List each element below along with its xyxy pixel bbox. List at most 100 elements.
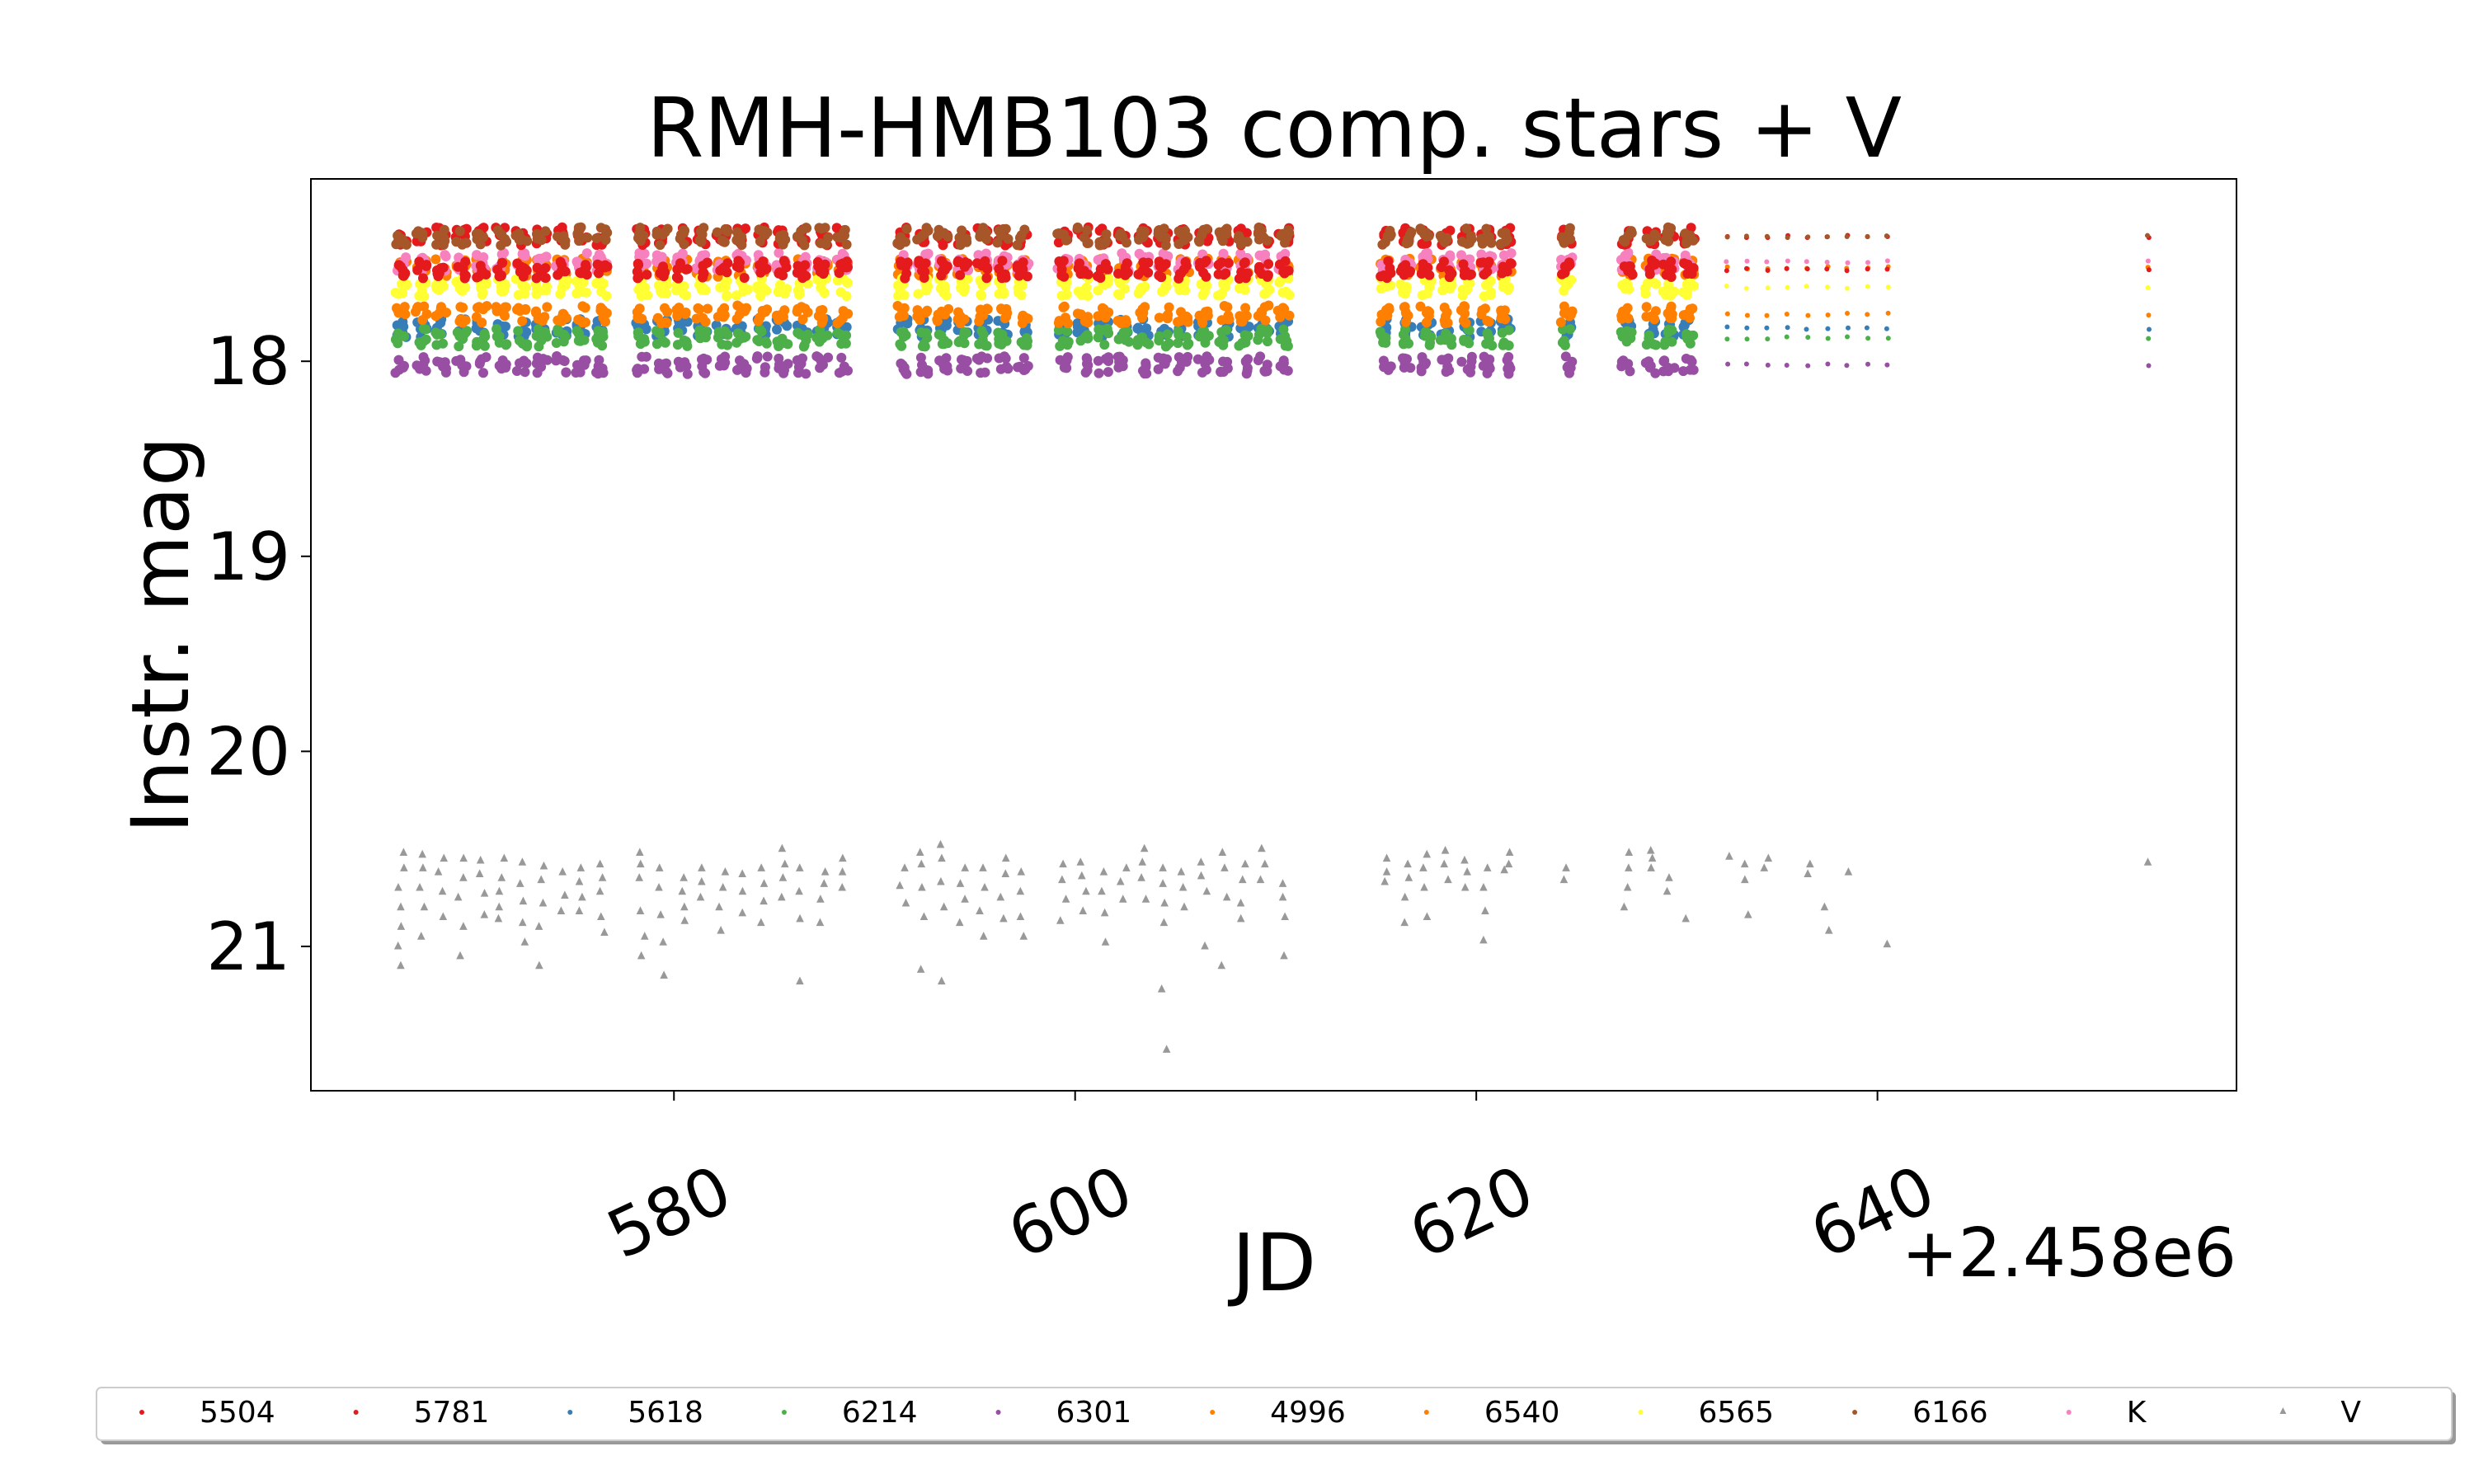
- point-6166: [901, 237, 910, 247]
- point-5781: [1154, 270, 1164, 281]
- point-6565: [1485, 287, 1496, 298]
- plot-marks: [390, 222, 2152, 1053]
- point-4996: [1825, 312, 1831, 317]
- point-6166: [1094, 240, 1105, 251]
- point-5781: [515, 266, 525, 277]
- point-5781: [982, 264, 993, 275]
- point-V: [961, 895, 969, 903]
- point-V: [1440, 859, 1449, 868]
- point-V: [519, 896, 528, 905]
- point-4996: [1460, 302, 1470, 312]
- point-V: [397, 922, 406, 930]
- point-V: [1460, 855, 1469, 864]
- point-6301: [839, 361, 849, 372]
- point-4996: [412, 302, 423, 312]
- point-6166: [1073, 223, 1083, 233]
- point-6166: [1884, 233, 1889, 239]
- point-6301: [572, 359, 582, 370]
- point-6166: [1221, 223, 1232, 234]
- point-6301: [1014, 361, 1025, 372]
- point-V: [920, 912, 929, 921]
- legend-item-K: K: [2066, 1396, 2147, 1430]
- point-V: [1844, 867, 1853, 876]
- point-5781: [633, 258, 643, 269]
- point-V: [1820, 902, 1829, 911]
- point-V: [1001, 853, 1010, 862]
- legend-label: 6214: [842, 1396, 918, 1430]
- point-6301: [440, 357, 450, 368]
- point-V: [1201, 941, 1209, 950]
- point-V: [1681, 913, 1690, 923]
- point-4996: [974, 316, 985, 326]
- point-4996: [460, 315, 471, 326]
- point-V: [838, 867, 847, 876]
- point-5781: [1884, 266, 1890, 272]
- point-4996: [1219, 301, 1230, 311]
- point-6214: [1435, 335, 1446, 345]
- point-V: [1157, 984, 1166, 993]
- point-6166: [1197, 230, 1207, 241]
- point-V: [1725, 852, 1733, 860]
- point-V: [578, 892, 586, 901]
- point-4996: [732, 300, 743, 311]
- point-6214: [1093, 332, 1103, 343]
- point-6301: [1094, 368, 1104, 378]
- point-V: [655, 882, 663, 891]
- point-V: [1001, 869, 1010, 877]
- point-6214: [492, 324, 502, 334]
- point-6301: [1456, 356, 1467, 367]
- point-6214: [1484, 337, 1494, 348]
- point-6301: [1725, 361, 1731, 367]
- point-6214: [1503, 340, 1514, 350]
- point-6301: [836, 352, 847, 363]
- point-6565: [841, 291, 852, 301]
- point-6166: [954, 232, 965, 243]
- point-V: [937, 976, 946, 985]
- point-6214: [761, 338, 772, 349]
- point-5781: [1395, 265, 1406, 276]
- point-6214: [1199, 326, 1210, 336]
- point-V: [561, 890, 569, 899]
- point-V: [839, 853, 847, 862]
- point-4996: [1845, 311, 1850, 316]
- point-6565: [1665, 290, 1676, 301]
- point-6214: [783, 339, 793, 350]
- chart-title: RMH-HMB103 comp. stars + V: [647, 80, 1902, 176]
- point-4996: [1649, 314, 1660, 325]
- point-4996: [915, 315, 925, 326]
- legend-label: 6301: [1056, 1396, 1132, 1430]
- point-V: [1118, 895, 1127, 903]
- point-K: [540, 251, 551, 262]
- point-V: [495, 886, 504, 895]
- point-6301: [1173, 366, 1183, 377]
- point-5618: [1846, 325, 1851, 331]
- point-V: [680, 916, 689, 924]
- point-6301: [561, 367, 571, 378]
- point-5781: [555, 256, 566, 267]
- point-6166: [1262, 235, 1272, 246]
- point-4996: [691, 313, 702, 324]
- point-6166: [1442, 232, 1452, 243]
- point-6166: [417, 232, 428, 243]
- point-V: [635, 873, 643, 881]
- point-5781: [1213, 269, 1224, 279]
- point-V: [718, 882, 727, 891]
- y-axis-label: Instr. mag: [115, 436, 207, 834]
- x-axis-label: JD: [1228, 1217, 1316, 1309]
- point-4996: [1666, 303, 1676, 314]
- point-V: [399, 848, 408, 856]
- point-4996: [520, 303, 531, 314]
- point-5781: [997, 256, 1008, 266]
- point-4996: [473, 302, 484, 312]
- point-6166: [1500, 228, 1511, 238]
- point-6166: [1137, 232, 1148, 242]
- point-V: [1760, 863, 1769, 871]
- point-6301: [700, 368, 711, 378]
- point-6166: [1153, 228, 1164, 239]
- point-V: [1404, 859, 1412, 868]
- point-6214: [679, 335, 689, 345]
- point-6166: [1082, 225, 1093, 236]
- point-6301: [1659, 355, 1670, 366]
- point-6214: [393, 328, 403, 339]
- point-6565: [1264, 284, 1275, 295]
